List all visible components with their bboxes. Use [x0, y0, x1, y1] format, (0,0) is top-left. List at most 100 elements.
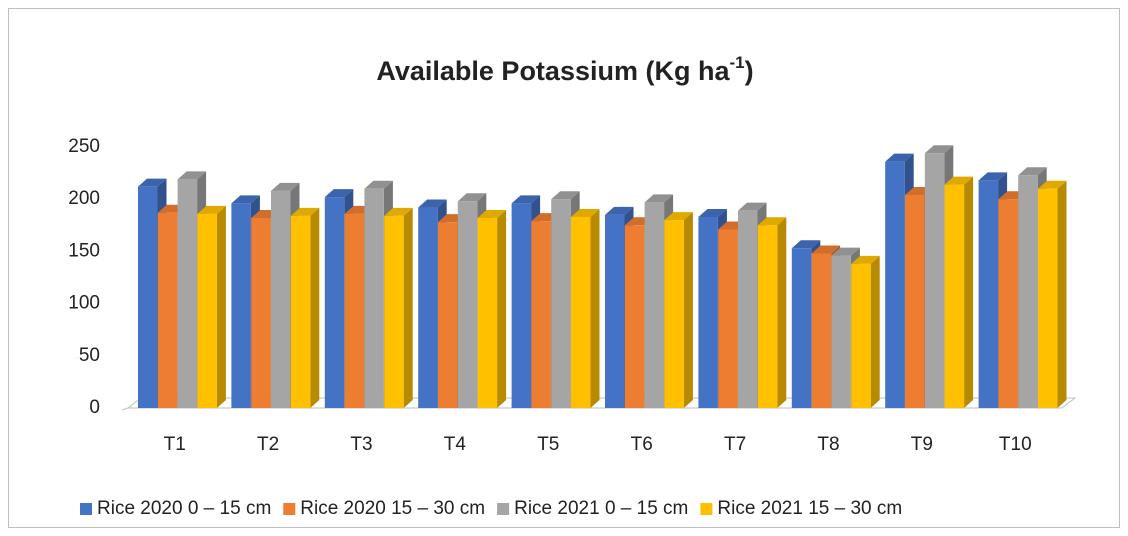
title-superscript: -1	[729, 53, 744, 72]
bar	[624, 225, 645, 408]
bar-top	[944, 176, 974, 185]
x-tick-label: T8	[817, 434, 839, 455]
x-tick-label: T7	[724, 434, 746, 455]
bar	[197, 213, 217, 408]
chart-title: Available Potassium (Kg ha-1)	[376, 53, 753, 86]
bar-side	[777, 217, 787, 408]
x-tick-label: T10	[999, 434, 1032, 455]
bar-top	[477, 209, 507, 218]
bar-top	[664, 212, 693, 221]
bar	[251, 217, 271, 408]
bar-top	[644, 194, 674, 203]
bar	[644, 202, 665, 408]
y-tick-label: 250	[68, 136, 100, 157]
bar	[831, 255, 851, 408]
bar-top	[177, 171, 207, 180]
bar-top	[791, 240, 821, 249]
bar-top	[851, 255, 880, 264]
x-tick-label: T4	[444, 434, 467, 455]
legend-swatch	[80, 503, 92, 515]
y-tick-label: 200	[68, 188, 100, 209]
bar-side	[403, 207, 413, 408]
bar	[698, 216, 718, 408]
legend-swatch	[283, 503, 296, 515]
bar-side	[683, 212, 693, 408]
bar	[1018, 175, 1038, 408]
bar	[905, 195, 925, 408]
bar	[605, 214, 625, 408]
legend-label: Rice 2020 15 – 30 cm	[300, 498, 485, 519]
y-tick-label: 150	[68, 240, 100, 261]
bar-top	[324, 189, 354, 198]
bar-top	[457, 193, 487, 202]
bar	[664, 220, 684, 408]
bar	[998, 199, 1018, 408]
legend-label: Rice 2021 0 – 15 cm	[514, 498, 688, 519]
bar	[344, 213, 365, 408]
y-tick-label: 100	[68, 293, 100, 314]
bar	[718, 229, 738, 408]
bar-side	[497, 209, 507, 408]
bar-side	[1057, 180, 1067, 408]
x-tick-label: T3	[350, 434, 372, 455]
bar	[791, 248, 812, 408]
bar-top	[1038, 180, 1067, 189]
x-tick-label: T6	[631, 434, 653, 455]
bar-top	[831, 247, 860, 256]
bar-top	[231, 195, 260, 204]
bar-top	[551, 191, 580, 200]
bar-side	[870, 255, 880, 408]
title-text: Available Potassium (Kg ha	[376, 56, 730, 86]
bar-top	[571, 208, 600, 217]
x-tick-label: T2	[257, 434, 279, 455]
bar	[944, 184, 965, 408]
bar-top	[605, 206, 634, 215]
bar	[138, 186, 158, 408]
legend: Rice 2020 0 – 15 cm Rice 2020 15 – 30 cm R…	[80, 498, 902, 519]
bar-top	[978, 172, 1008, 181]
bar	[924, 153, 945, 408]
x-tick-label: T1	[164, 434, 186, 455]
bar-top	[757, 217, 787, 226]
bar	[757, 225, 778, 408]
bar-top	[197, 205, 226, 214]
bar-top	[924, 145, 954, 154]
bar	[418, 207, 438, 408]
bar	[177, 179, 198, 408]
bar	[157, 212, 178, 408]
y-tick-label: 0	[89, 397, 100, 418]
bar-top	[811, 245, 841, 254]
bar	[885, 161, 905, 408]
bar-top	[698, 208, 727, 217]
bar-top	[885, 153, 914, 162]
bar-top	[364, 180, 393, 189]
bar	[290, 215, 311, 408]
bar	[231, 203, 251, 408]
legend-label: Rice 2021 15 – 30 cm	[717, 498, 902, 519]
bar	[457, 201, 478, 408]
bar-top	[738, 202, 767, 211]
bar	[738, 210, 758, 408]
bar-top	[290, 207, 320, 216]
bar	[551, 199, 571, 408]
title-suffix: )	[745, 56, 754, 86]
bar	[364, 188, 384, 408]
bar	[511, 203, 532, 408]
bar-side	[590, 208, 600, 408]
bar-side	[964, 176, 974, 408]
bar-top	[138, 178, 167, 187]
legend-label: Rice 2020 0 – 15 cm	[97, 498, 271, 519]
legend-swatch	[700, 503, 713, 515]
bar-top	[1018, 167, 1047, 176]
bar-top	[418, 199, 447, 208]
y-tick-label: 50	[79, 345, 100, 366]
bar-top	[384, 207, 413, 216]
bar-top	[511, 195, 541, 204]
bar-side	[216, 205, 226, 408]
bar	[438, 222, 458, 408]
x-tick-label: T9	[911, 434, 933, 455]
bar	[978, 180, 999, 408]
legend-swatch	[497, 503, 510, 515]
bar	[324, 197, 345, 408]
